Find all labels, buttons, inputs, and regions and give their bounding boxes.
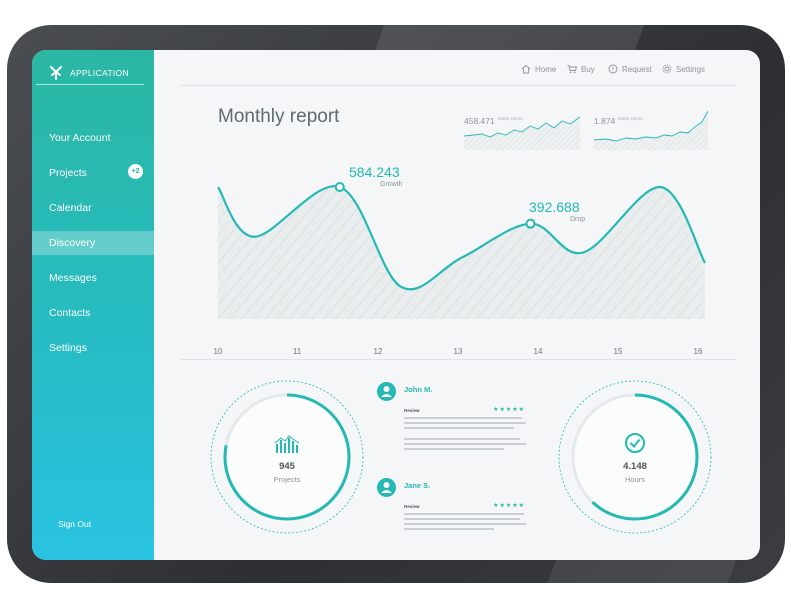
x-tick-label: 12	[373, 347, 383, 356]
reviewer-name: Jane S.	[404, 481, 431, 490]
peak-growth-value: 584.243	[349, 164, 400, 180]
projects-stat-card: 945 Projects	[209, 379, 365, 535]
nav-buy-label: Buy	[581, 64, 595, 74]
app-name: APPLICATION	[70, 68, 129, 78]
nav-home[interactable]: Home	[521, 64, 556, 74]
page-title: Monthly report	[218, 106, 340, 127]
hours-label: Hours	[624, 475, 645, 484]
peak-growth-caption: Growth	[380, 181, 403, 188]
sidebar-item-label: Discovery	[49, 237, 96, 249]
projects-count: 945	[279, 461, 295, 472]
request-icon	[608, 64, 618, 74]
sidebar-item-label: Messages	[49, 272, 97, 284]
hours-progress-ring	[558, 380, 712, 534]
sidebar-item-your-account[interactable]: Your Account	[32, 126, 154, 150]
mini-chart-1: 458.471 lorem ipsum	[464, 108, 580, 150]
x-tick-label: 16	[693, 347, 703, 356]
reviewer-name: John M.	[404, 385, 433, 394]
projects-count-badge: +2	[128, 164, 143, 179]
x-tick-label: 14	[533, 347, 543, 356]
gear-icon	[662, 64, 672, 74]
app-screen: APPLICATION Your Account Projects +2 Cal…	[32, 50, 760, 560]
x-tick-label: 15	[613, 347, 623, 356]
hours-count: 4.148	[623, 461, 647, 472]
user-icon	[381, 482, 392, 493]
cart-icon	[567, 65, 577, 74]
nav-settings-label: Settings	[676, 64, 705, 74]
sidebar-item-contacts[interactable]: Contacts	[32, 301, 154, 325]
sidebar-item-label: Calendar	[49, 202, 92, 214]
mini-chart-caption: lorem ipsum	[618, 116, 643, 121]
chart-data-point[interactable]	[334, 182, 345, 192]
mini-sparkline	[594, 110, 708, 150]
mini-chart-value: 458.471	[464, 116, 495, 126]
mini-chart-caption: lorem ipsum	[498, 116, 523, 121]
avatar[interactable]	[377, 382, 396, 401]
sidebar-item-label: Contacts	[49, 307, 91, 319]
check-circle-icon	[625, 433, 645, 453]
review-text	[404, 417, 526, 453]
divider	[180, 85, 736, 86]
tablet-device: APPLICATION Your Account Projects +2 Cal…	[7, 25, 785, 583]
sidebar-item-label: Projects	[49, 167, 87, 179]
review-label: Review	[404, 408, 420, 413]
peak-drop-value: 392.688	[529, 199, 580, 215]
brand[interactable]: APPLICATION	[50, 66, 129, 80]
chart-data-point[interactable]	[525, 218, 536, 229]
app-logo-icon	[50, 66, 62, 80]
review-card-2: Jane S. Review ★★★★★	[377, 478, 529, 548]
nav-request[interactable]: Request	[608, 64, 652, 74]
sidebar-item-label: Your Account	[49, 132, 111, 144]
nav-buy[interactable]: Buy	[567, 64, 595, 74]
nav-settings[interactable]: Settings	[662, 64, 705, 74]
review-text	[404, 513, 526, 533]
divider	[36, 84, 144, 85]
nav-home-label: Home	[535, 64, 557, 74]
nav-request-label: Request	[622, 64, 652, 74]
review-card-1: John M. Review ★★★★★	[377, 382, 529, 462]
chart-area-fill	[218, 186, 705, 319]
user-icon	[381, 386, 392, 397]
star-rating: ★★★★★	[493, 503, 525, 509]
divider	[180, 359, 736, 360]
sidebar-item-label: Settings	[49, 342, 87, 354]
hours-stat-card: 4.148 Hours	[557, 379, 713, 535]
x-tick-label: 13	[453, 347, 463, 356]
peak-drop-caption: Drop	[570, 216, 586, 223]
x-tick-label: 11	[292, 347, 302, 356]
mini-chart-2: 1.874 lorem ipsum	[594, 108, 708, 150]
bar-chart-icon	[274, 435, 300, 453]
sidebar-item-settings[interactable]: Settings	[32, 336, 154, 360]
sign-out-link[interactable]: Sign Out	[58, 519, 92, 529]
mini-sparkline	[464, 116, 580, 150]
sidebar: APPLICATION Your Account Projects +2 Cal…	[32, 50, 154, 560]
sidebar-item-projects[interactable]: Projects +2	[32, 161, 154, 185]
sidebar-item-discovery[interactable]: Discovery	[32, 231, 154, 255]
sidebar-item-messages[interactable]: Messages	[32, 266, 154, 290]
x-tick-label: 10	[213, 347, 223, 356]
chart-series-line	[217, 185, 706, 291]
projects-progress-ring	[210, 380, 364, 534]
star-rating: ★★★★★	[493, 407, 525, 413]
avatar[interactable]	[377, 478, 396, 497]
home-icon	[521, 64, 531, 74]
mini-chart-value: 1.874	[594, 116, 616, 126]
projects-label: Projects	[273, 475, 301, 484]
review-label: Review	[404, 504, 420, 509]
sidebar-item-calendar[interactable]: Calendar	[32, 196, 154, 220]
